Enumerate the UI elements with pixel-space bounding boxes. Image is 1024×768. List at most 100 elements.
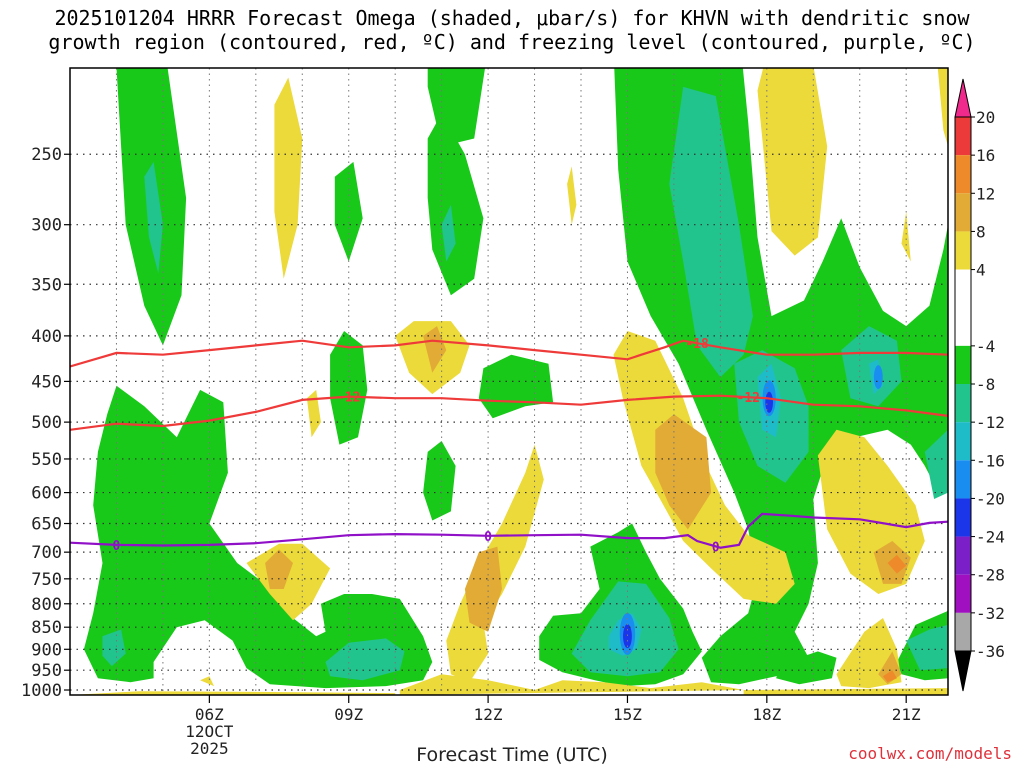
colorbar-label: 4: [976, 261, 986, 280]
y-tick-label: 350: [31, 275, 62, 295]
omega-core: [623, 624, 632, 649]
omega-region-moddown: [655, 414, 712, 530]
y-tick-label: 450: [31, 372, 62, 392]
colorbar-swatch: [955, 498, 971, 537]
y-tick-label: 600: [31, 484, 62, 504]
contour-label: 0: [113, 539, 121, 554]
chart-title-line1: 2025101204 HRRR Forecast Omega (shaded, …: [54, 6, 970, 30]
contour-label: -12: [337, 391, 360, 406]
colorbar-swatch: [955, 345, 971, 384]
colorbar-label: -20: [976, 489, 1005, 508]
omega-region-weakdown: [274, 77, 303, 279]
colorbar-label: -12: [976, 413, 1005, 432]
colorbar-swatch: [955, 574, 971, 613]
y-tick-label: 250: [31, 145, 62, 165]
x-tick-label: 15Z: [613, 705, 642, 724]
omega-colorbar: 20 16 12 8 4 -4 -8 -12 -16 -20 -24 -28 -32 -36: [954, 78, 1005, 692]
omega-region-up: [83, 385, 433, 689]
omega-region-weakdown: [901, 211, 911, 262]
y-tick-label: 950: [31, 661, 62, 681]
contour-line: [70, 512, 948, 549]
omega-region-mid: [669, 86, 753, 378]
x-date-month-label: 12OCT: [185, 722, 234, 741]
credit-text: coolwx.com/models: [848, 744, 1012, 763]
omega-region-weakdown: [937, 68, 948, 147]
colorbar-label: 8: [976, 222, 986, 241]
colorbar-swatch: [955, 460, 971, 499]
x-tick-label: 18Z: [752, 705, 781, 724]
omega-region-weakdown: [567, 166, 577, 225]
colorbar-label: -24: [976, 528, 1005, 547]
colorbar-label: -4: [976, 337, 995, 356]
colorbar-swatch: [955, 117, 971, 156]
x-axis-label: Forecast Time (UTC): [416, 744, 608, 766]
contour-label: 0: [484, 530, 492, 545]
omega-region-up: [423, 441, 456, 521]
colorbar-label: -16: [976, 451, 1005, 470]
omega-region-weakdown: [70, 691, 396, 695]
colorbar-top-arrow: [954, 78, 972, 118]
omega-region-up: [776, 651, 837, 685]
omega-core: [873, 365, 883, 390]
y-tick-label: 650: [31, 515, 62, 535]
colorbar-swatch: [955, 612, 971, 651]
colorbar-label: -8: [976, 375, 995, 394]
x-tick-label: 12Z: [474, 705, 503, 724]
y-tick-label: 300: [31, 216, 62, 236]
omega-region-mid: [144, 161, 163, 274]
pressure-axis: 2503003504004505005506006507007508008509…: [21, 145, 70, 701]
colorbar-swatch: [955, 269, 971, 346]
omega-core: [765, 391, 773, 413]
omega-region-moddown: [464, 546, 502, 632]
colorbar-swatch: [955, 536, 971, 575]
contour-label: 0: [712, 540, 720, 555]
omega-region-up: [427, 68, 486, 147]
y-tick-label: 1000: [21, 681, 62, 701]
omega-region-weakdown: [306, 389, 321, 438]
omega-shading: [70, 68, 948, 695]
contour-label: -12: [737, 391, 760, 406]
omega-region-mid: [906, 624, 948, 671]
x-tick-label: 21Z: [892, 705, 921, 724]
omega-region-mid: [325, 638, 405, 681]
omega-region-moddown: [423, 326, 447, 373]
colorbar-label: -28: [976, 566, 1005, 585]
chart-title-line2: growth region (contoured, red, ºC) and f…: [48, 30, 976, 54]
colorbar-swatch: [955, 193, 971, 232]
y-tick-label: 750: [31, 570, 62, 590]
colorbar-swatch: [955, 384, 971, 423]
y-tick-label: 900: [31, 640, 62, 660]
omega-region-weakdown: [399, 674, 744, 695]
y-tick-label: 400: [31, 327, 62, 347]
y-tick-label: 500: [31, 413, 62, 433]
colorbar-label: 16: [976, 146, 995, 165]
colorbar-swatch: [955, 231, 971, 270]
contour-label: -18: [685, 337, 709, 352]
x-tick-label: 09Z: [334, 705, 363, 724]
colorbar-label: 12: [976, 184, 995, 203]
omega-region-weakdown: [757, 68, 828, 256]
colorbar-label: -36: [976, 642, 1005, 661]
omega-region-weakdown: [200, 676, 214, 687]
colorbar-label: -32: [976, 604, 1005, 623]
x-tick-label: 06Z: [195, 705, 224, 724]
y-tick-label: 550: [31, 450, 62, 470]
y-tick-label: 800: [31, 595, 62, 615]
omega-region-mid: [924, 429, 948, 499]
x-date-year-label: 2025: [190, 739, 229, 758]
grid-lines: [70, 68, 948, 695]
colorbar-label: 20: [976, 108, 995, 127]
colorbar-bottom-arrow: [954, 650, 972, 692]
contour-line: [70, 339, 948, 368]
omega-region-hotdown: [887, 554, 907, 574]
omega-region-hotdown: [883, 670, 897, 683]
y-tick-label: 700: [31, 543, 62, 563]
colorbar-swatch: [955, 422, 971, 461]
omega-region-mid: [102, 629, 126, 667]
temperature-contours: -18 -12 -12 0 0 0: [70, 337, 948, 555]
contour-line: [70, 394, 948, 431]
colorbar-swatch: [955, 155, 971, 194]
omega-region-mid: [441, 204, 456, 262]
